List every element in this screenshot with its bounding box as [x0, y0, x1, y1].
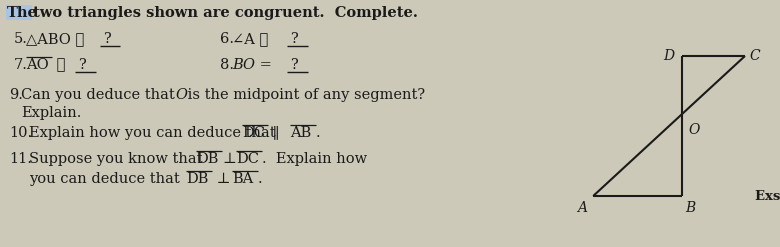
Text: DB: DB	[186, 172, 208, 186]
Text: ∥: ∥	[268, 126, 284, 140]
Text: 6.: 6.	[220, 32, 234, 46]
Text: 9.: 9.	[9, 88, 23, 102]
Text: .: .	[258, 172, 263, 186]
Text: △ABO ≅: △ABO ≅	[26, 32, 89, 46]
Text: Suppose you know that: Suppose you know that	[29, 152, 207, 166]
Text: Exs. 5–11: Exs. 5–11	[755, 190, 780, 203]
Text: D: D	[664, 49, 675, 63]
Text: DC: DC	[242, 126, 265, 140]
Text: ?: ?	[78, 58, 86, 72]
Text: you can deduce that: you can deduce that	[29, 172, 184, 186]
Text: two triangles shown are congruent.  Complete.: two triangles shown are congruent. Compl…	[33, 6, 418, 20]
Text: ⊥: ⊥	[222, 152, 236, 166]
Text: AO: AO	[26, 58, 48, 72]
Text: Can you deduce that: Can you deduce that	[21, 88, 179, 102]
Text: AB: AB	[290, 126, 311, 140]
Text: Explain how you can deduce that: Explain how you can deduce that	[29, 126, 280, 140]
Text: ∠A ≅: ∠A ≅	[232, 32, 273, 46]
Text: .  Explain how: . Explain how	[262, 152, 367, 166]
FancyBboxPatch shape	[6, 5, 32, 20]
Text: DC: DC	[236, 152, 259, 166]
Text: ?: ?	[290, 58, 298, 72]
Text: 11.: 11.	[9, 152, 32, 166]
Text: C: C	[750, 49, 760, 63]
Text: BA: BA	[232, 172, 254, 186]
Text: 10.: 10.	[9, 126, 32, 140]
Text: 7.: 7.	[14, 58, 28, 72]
Text: 5.: 5.	[14, 32, 28, 46]
Text: DB: DB	[196, 152, 218, 166]
Text: BO =: BO =	[232, 58, 276, 72]
Text: The: The	[7, 6, 38, 20]
Text: 8.: 8.	[220, 58, 234, 72]
Text: is the midpoint of any segment?: is the midpoint of any segment?	[183, 88, 425, 102]
Text: B: B	[686, 201, 696, 215]
Text: ≅: ≅	[52, 58, 70, 72]
Text: .: .	[316, 126, 321, 140]
Text: ?: ?	[290, 32, 298, 46]
Text: A: A	[576, 201, 587, 215]
Text: ?: ?	[103, 32, 111, 46]
Text: O: O	[688, 123, 700, 137]
Text: O: O	[175, 88, 187, 102]
Text: ⊥: ⊥	[212, 172, 235, 186]
Text: Explain.: Explain.	[21, 106, 81, 120]
